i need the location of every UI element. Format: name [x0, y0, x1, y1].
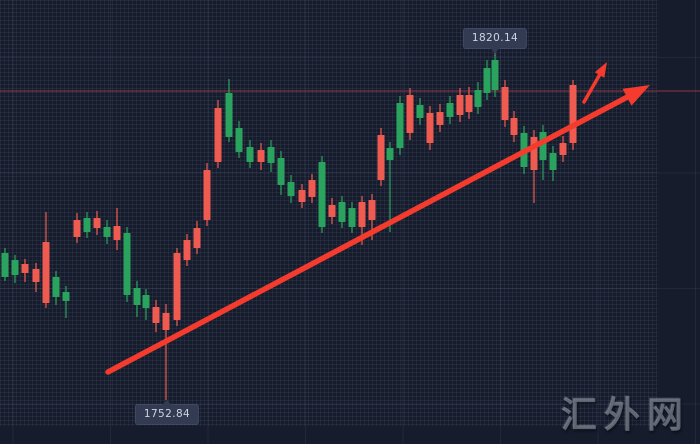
candle-body [549, 153, 557, 170]
candle-body [474, 90, 482, 107]
candle-body [142, 295, 150, 308]
high-price-value: 1820.14 [471, 32, 519, 44]
candle-body [348, 207, 356, 227]
candle-body [501, 86, 509, 121]
candle-body [62, 291, 70, 302]
candle-body [123, 232, 131, 296]
candle-body [193, 228, 201, 249]
candle-body [446, 102, 454, 117]
candle-body [338, 201, 346, 223]
low-price-label: 1752.84 [134, 400, 200, 425]
candle-body [246, 147, 254, 162]
candle-body [456, 94, 464, 115]
candle-body [267, 147, 275, 164]
candle-body [569, 84, 577, 144]
candle-body [214, 108, 222, 162]
pointer-down-icon [489, 48, 500, 53]
candle-body [368, 199, 376, 221]
candle-body [1, 252, 9, 278]
trend-arrow-head [622, 85, 650, 106]
candle-body [203, 169, 211, 221]
candle-body [133, 287, 141, 306]
candle-body [152, 307, 160, 324]
candle-body [491, 60, 499, 91]
candle-body [358, 201, 366, 227]
candle-body [559, 143, 567, 156]
candle-body [328, 204, 336, 217]
candle-body [83, 218, 91, 233]
candle-body [416, 104, 424, 119]
candle-body [287, 181, 295, 196]
candle-body [510, 118, 518, 136]
candle-body [530, 137, 538, 170]
pointer-up-icon [161, 400, 172, 405]
candle-body [257, 149, 265, 162]
candle-body [11, 260, 19, 276]
candle-body [377, 135, 385, 180]
watermark: 汇外网 [560, 395, 690, 436]
candle-body [113, 226, 121, 241]
candle-body [162, 313, 170, 331]
candle-body [483, 68, 491, 93]
breakout-arrow-head [594, 62, 607, 78]
candle-body [103, 226, 111, 237]
candle-body [52, 277, 60, 298]
high-price-label: 1820.14 [462, 28, 528, 53]
candle-body [396, 102, 404, 148]
candle-body [225, 92, 233, 138]
candle-body [318, 161, 326, 227]
candle-body [426, 112, 434, 144]
candle-body [73, 220, 81, 237]
candle-body [173, 252, 181, 320]
candle-body [436, 112, 444, 125]
candle-body [298, 189, 306, 202]
candle-body [93, 218, 101, 229]
candle-body [235, 127, 243, 152]
candle-body [406, 94, 414, 134]
candle-body [277, 157, 285, 186]
candle-body [465, 94, 473, 113]
low-price-value: 1752.84 [143, 408, 191, 420]
trend-arrow [105, 93, 633, 375]
candle-body [42, 242, 50, 304]
candle-body [308, 179, 316, 197]
candle-body [21, 263, 29, 274]
candle-body [183, 240, 191, 261]
breakout-arrow [582, 70, 603, 104]
candle-body [32, 268, 40, 282]
candle-body [386, 147, 394, 160]
